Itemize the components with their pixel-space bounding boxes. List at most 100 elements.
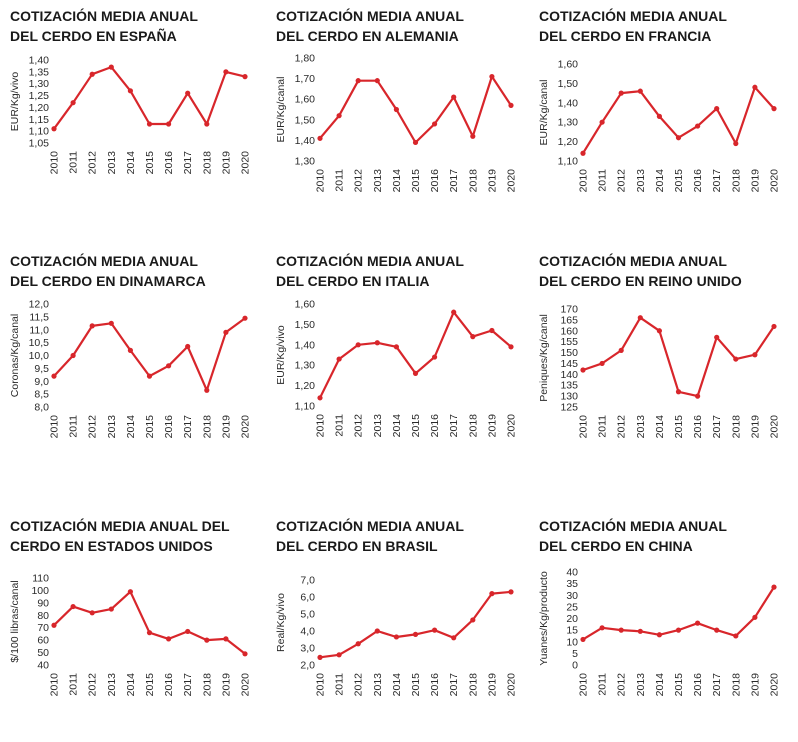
chart-panel: COTIZACIÓN MEDIA ANUAL DEL CERDO EN ESTAD… (0, 510, 262, 742)
data-point (166, 363, 172, 369)
data-point (432, 354, 438, 360)
data-point (432, 627, 438, 633)
data-point (637, 628, 643, 634)
y-tick-label: 1,30 (295, 360, 316, 372)
y-tick-label: 9,0 (34, 376, 49, 388)
data-point (470, 334, 476, 340)
chart-panel: COTIZACIÓN MEDIA ANUAL DEL CERDO EN ITALI… (266, 245, 528, 477)
data-point (412, 631, 419, 637)
y-tick-label: 50 (37, 647, 49, 659)
chart-title-line: COTIZACIÓN MEDIA ANUAL (10, 253, 198, 269)
data-point (695, 620, 701, 626)
data-point (470, 617, 476, 623)
series-line (581, 316, 776, 398)
x-tick-label: 2020 (769, 673, 781, 697)
x-tick-label: 2010 (315, 169, 327, 193)
x-tick-label: 2018 (467, 414, 479, 438)
data-point (70, 100, 76, 106)
y-tick-label: 1,30 (29, 78, 50, 90)
y-tick-label: 1,30 (558, 117, 579, 129)
data-point (393, 106, 399, 113)
data-point (317, 395, 323, 401)
y-tick-label: 1,10 (295, 401, 316, 413)
y-tick-label: 10,5 (29, 337, 50, 349)
y-tick-label: 1,15 (29, 114, 50, 126)
data-point (70, 352, 76, 359)
y-tick-label: 160 (560, 325, 578, 337)
data-point (714, 106, 720, 112)
data-point (599, 119, 605, 125)
data-point (89, 610, 95, 616)
data-point (508, 102, 514, 108)
data-point (336, 652, 342, 658)
data-point (656, 328, 662, 334)
x-tick-label: 2020 (240, 673, 252, 697)
x-tick-label: 2013 (372, 169, 384, 193)
x-tick-label: 2018 (201, 673, 213, 697)
y-tick-label: 3,0 (300, 643, 315, 655)
series-line (318, 311, 513, 399)
x-tick-label: 2019 (486, 673, 498, 697)
y-tick-label: 1,60 (558, 59, 579, 71)
chart-title-line: COTIZACIÓN MEDIA ANUAL (276, 518, 464, 534)
y-tick-label: 10,0 (29, 350, 50, 362)
data-point (752, 614, 758, 620)
chart-title-line: COTIZACIÓN MEDIA ANUAL (276, 253, 464, 269)
y-tick-label: 90 (37, 597, 49, 609)
data-point (223, 329, 229, 335)
x-tick-label: 2015 (410, 414, 422, 438)
data-point (393, 344, 399, 350)
data-point (51, 126, 57, 132)
x-tick-label: 2017 (711, 415, 723, 439)
data-point (752, 352, 758, 358)
data-point (656, 632, 662, 638)
data-point (317, 654, 323, 660)
chart-title-line: COTIZACIÓN MEDIA ANUAL (276, 8, 464, 24)
data-point (695, 123, 701, 129)
data-point (508, 344, 514, 350)
chart-panel: COTIZACIÓN MEDIA ANUAL DEL CERDO EN BRASI… (266, 510, 528, 742)
data-point (412, 139, 419, 146)
y-tick-label: 70 (37, 622, 49, 634)
data-point (242, 315, 248, 321)
x-tick-label: 2017 (448, 673, 460, 697)
chart-title: COTIZACIÓN MEDIA ANUAL DEL CERDO EN CHINA (539, 516, 787, 556)
x-tick-label: 2013 (106, 673, 118, 697)
y-tick-label: 1,40 (29, 55, 50, 67)
x-tick-label: 2011 (597, 673, 609, 696)
y-axis-label: Peniques/Kg/canal (538, 314, 550, 402)
y-tick-label: 1,40 (295, 135, 316, 147)
data-point (393, 634, 399, 640)
x-tick-label: 2014 (654, 169, 666, 193)
data-point (714, 627, 720, 633)
chart-title-line: CERDO EN ESTADOS UNIDOS (10, 538, 213, 554)
x-tick-label: 2014 (391, 169, 403, 193)
y-tick-label: 1,05 (29, 138, 50, 150)
x-tick-label: 2020 (769, 169, 781, 193)
y-axis-label: Real/Kg/vivo (275, 593, 287, 652)
y-tick-label: 1,70 (295, 73, 316, 85)
x-tick-label: 2016 (163, 151, 175, 175)
data-point (675, 135, 682, 141)
y-tick-label: 11,5 (29, 311, 49, 323)
x-tick-label: 2013 (372, 673, 384, 697)
x-tick-label: 2013 (106, 151, 118, 175)
y-tick-label: 1,20 (29, 102, 50, 114)
data-point (675, 389, 682, 395)
data-point (146, 630, 153, 636)
y-tick-label: 1,60 (295, 299, 316, 311)
y-tick-label: 1,50 (295, 114, 316, 126)
y-axis-label: Coronas/Kg/canal (9, 314, 21, 397)
data-point (204, 121, 210, 127)
data-point (108, 320, 114, 326)
x-tick-label: 2019 (486, 414, 498, 438)
data-point (580, 636, 586, 643)
x-tick-label: 2010 (315, 414, 327, 438)
x-tick-label: 2010 (578, 673, 590, 697)
line-chart: EUR/Kg/canal 1,30 1,40 1,50 1,60 1,70 1,80 2010… (275, 53, 518, 193)
y-tick-label: 1,50 (558, 78, 579, 90)
data-point (432, 121, 438, 127)
x-tick-label: 2016 (692, 169, 704, 193)
y-tick-label: 12,0 (29, 299, 50, 311)
